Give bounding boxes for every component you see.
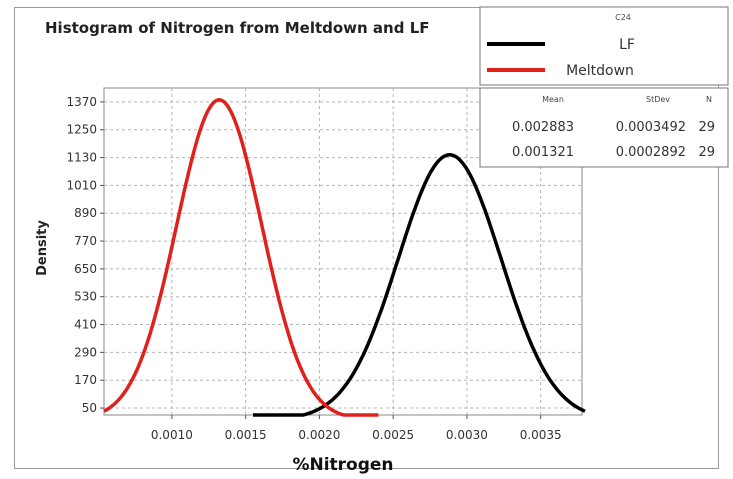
x-tick-label: 0.0030 (446, 428, 488, 442)
stats-row-0-stdev: 0.0003492 (616, 120, 686, 135)
x-axis-ticks: 0.0010 0.0015 0.0020 0.0025 0.0030 0.0035 (151, 415, 562, 442)
legend-label-lf: LF (619, 37, 635, 53)
y-axis-ticks: 50 170 290 410 530 650 770 890 1010 1130 1250 1370 (66, 95, 104, 415)
y-tick-label: 410 (74, 318, 97, 332)
y-tick-label: 770 (74, 234, 97, 248)
x-tick-label: 0.0025 (372, 428, 414, 442)
y-tick-label: 50 (82, 401, 97, 415)
stats-table: Mean StDev N 0.002883 0.0003492 29 0.001… (479, 87, 729, 168)
stats-row-0-mean: 0.002883 (512, 120, 574, 135)
density-curve-lf (252, 153, 586, 417)
y-tick-label: 890 (74, 206, 97, 220)
stats-header-n: N (706, 95, 712, 104)
x-tick-label: 0.0035 (520, 428, 562, 442)
y-tick-label: 530 (74, 290, 97, 304)
stats-row-1-stdev: 0.0002892 (616, 145, 686, 160)
x-tick-label: 0.0020 (298, 428, 340, 442)
y-tick-label: 1370 (66, 95, 97, 109)
y-tick-label: 1250 (66, 123, 97, 137)
y-axis-label: Density (35, 220, 50, 276)
y-tick-label: 650 (74, 262, 97, 276)
stats-row-1-mean: 0.001321 (512, 145, 574, 160)
density-curve-meltdown (103, 98, 379, 417)
y-tick-label: 170 (74, 373, 97, 387)
legend-label-meltdown: Meltdown (566, 63, 634, 79)
y-tick-label: 1010 (66, 178, 97, 192)
stats-row-1-n: 29 (698, 145, 715, 160)
y-tick-label: 290 (74, 345, 97, 359)
stats-row-0-n: 29 (698, 120, 715, 135)
density-curves (103, 98, 586, 417)
legend-title: C24 (615, 13, 631, 22)
stats-header-stdev: StDev (646, 95, 670, 104)
y-tick-label: 1130 (66, 151, 97, 165)
x-axis-label: %Nitrogen (292, 455, 393, 475)
legend: C24 LF Meltdown (479, 6, 729, 86)
stats-table-box (479, 87, 729, 168)
stats-header-mean: Mean (542, 95, 564, 104)
chart-title: Histogram of Nitrogen from Meltdown and … (45, 19, 430, 37)
x-tick-label: 0.0015 (225, 428, 267, 442)
x-tick-label: 0.0010 (151, 428, 193, 442)
